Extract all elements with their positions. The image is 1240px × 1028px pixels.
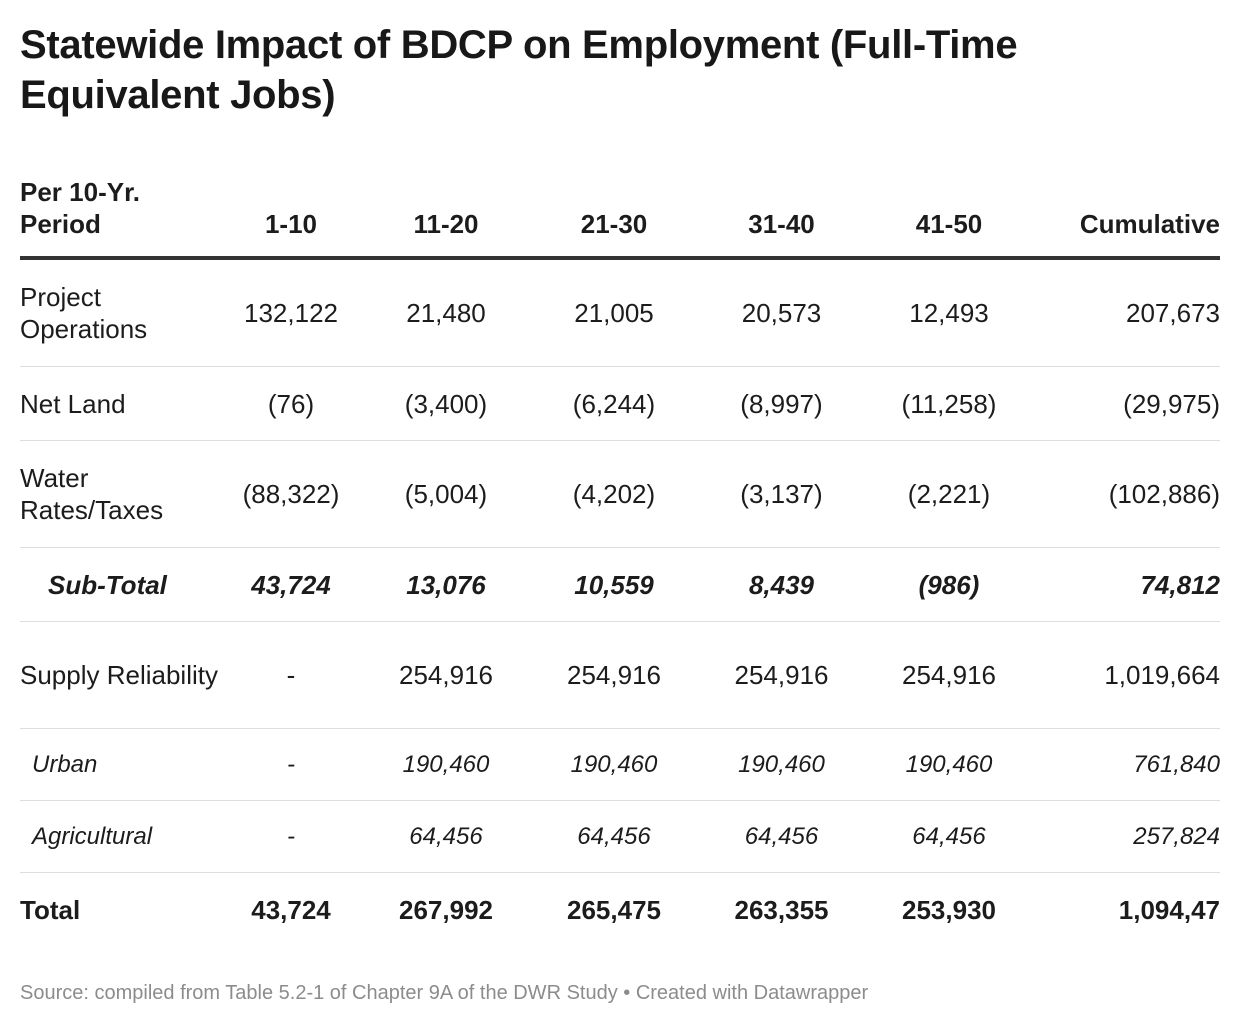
source-note: Source: compiled from Table 5.2-1 of Cha… — [20, 982, 869, 1004]
table-cell: (3,137) — [698, 440, 865, 548]
column-header-cumulative: Cumulative — [1033, 170, 1220, 260]
table-cell: (29,975) — [1033, 366, 1220, 441]
table-cell: 254,916 — [865, 621, 1033, 729]
table-cell: (4,202) — [530, 440, 698, 548]
column-header-1-10: 1-10 — [220, 170, 362, 260]
employment-table: Per 10-Yr. Period 1-10 11-20 21-30 31-40… — [20, 170, 1220, 947]
table-row-agricultural: Agricultural - 64,456 64,456 64,456 64,4… — [20, 800, 1220, 873]
table-cell: 43,724 — [251, 895, 331, 925]
table-cell: 10,559 — [530, 547, 698, 622]
table-cell: 64,456 — [865, 800, 1033, 873]
table-cell: 8,439 — [698, 547, 865, 622]
table-cell: (6,244) — [530, 366, 698, 441]
table-row-supply-reliability: Supply Reliability - 254,916 254,916 254… — [20, 621, 1220, 729]
table-cell: (102,886) — [1033, 440, 1220, 548]
table-cell: (5,004) — [362, 440, 530, 548]
table-cell: - — [220, 621, 362, 729]
table-cell: 761,840 — [1033, 728, 1220, 801]
row-label: Urban — [20, 728, 220, 801]
table-cell: 257,824 — [1033, 800, 1220, 873]
table-cell: 190,460 — [530, 728, 698, 801]
table-cell: 254,916 — [698, 621, 865, 729]
table-cell: 13,076 — [362, 547, 530, 622]
row-label: Supply Reliability — [20, 621, 220, 729]
table-row-project-operations: Project Operations 132,122 21,480 21,005… — [20, 258, 1220, 367]
table-cell: 254,916 — [530, 621, 698, 729]
column-header-21-30: 21-30 — [530, 170, 698, 260]
table-cell: 21,480 — [362, 258, 530, 367]
table-cell: 64,456 — [698, 800, 865, 873]
row-label: Total — [20, 895, 81, 925]
table-cell: 253,930 — [902, 895, 996, 925]
row-label: Water Rates/Taxes — [20, 440, 220, 548]
table-cell: (986) — [865, 547, 1033, 622]
table-cell: 132,122 — [220, 258, 362, 367]
table-cell: - — [220, 728, 362, 801]
chart-container: Statewide Impact of BDCP on Employment (… — [20, 0, 1220, 1004]
table-row-net-land: Net Land (76) (3,400) (6,244) (8,997) (1… — [20, 366, 1220, 441]
table-cell: 207,673 — [1033, 258, 1220, 367]
table-cell: (76) — [220, 366, 362, 441]
table-cell: 64,456 — [530, 800, 698, 873]
column-header-41-50: 41-50 — [865, 170, 1033, 260]
table-row-urban: Urban - 190,460 190,460 190,460 190,460 … — [20, 728, 1220, 801]
table-cell: 20,573 — [698, 258, 865, 367]
table-cell: (88,322) — [220, 440, 362, 548]
header-row: Per 10-Yr. Period 1-10 11-20 21-30 31-40… — [20, 170, 1220, 260]
row-label: Agricultural — [20, 800, 220, 873]
column-header-11-20: 11-20 — [362, 170, 530, 260]
table-cell: 21,005 — [530, 258, 698, 367]
table-cell: 74,812 — [1033, 547, 1220, 622]
table-cell: 1,094,47 — [1118, 895, 1220, 925]
row-label: Sub-Total — [20, 547, 220, 622]
table-cell: 263,355 — [734, 895, 829, 925]
row-label: Net Land — [20, 366, 220, 441]
table-cell: 43,724 — [220, 547, 362, 622]
table-cell: (2,221) — [865, 440, 1033, 548]
table-cell: (3,400) — [362, 366, 530, 441]
table-cell: 254,916 — [362, 621, 530, 729]
chart-title: Statewide Impact of BDCP on Employment (… — [20, 23, 1018, 117]
table-cell: - — [220, 800, 362, 873]
table-cell: 267,992 — [399, 895, 493, 925]
table-cell: 190,460 — [362, 728, 530, 801]
column-header-period: Per 10-Yr. Period — [20, 170, 220, 260]
table-row-total: Total 43,724 267,992 265,475 263,355 253… — [20, 873, 1220, 948]
table-cell: 64,456 — [362, 800, 530, 873]
table-cell: (11,258) — [865, 366, 1033, 441]
table-cell: 265,475 — [567, 895, 661, 925]
table-cell: 1,019,664 — [1033, 621, 1220, 729]
table-cell: 190,460 — [865, 728, 1033, 801]
table-row-sub-total: Sub-Total 43,724 13,076 10,559 8,439 (98… — [20, 547, 1220, 622]
column-header-31-40: 31-40 — [698, 170, 865, 260]
table-cell: 12,493 — [865, 258, 1033, 367]
table-cell: (8,997) — [698, 366, 865, 441]
row-label: Project Operations — [20, 258, 220, 367]
table-row-water-rates-taxes: Water Rates/Taxes (88,322) (5,004) (4,20… — [20, 440, 1220, 548]
table-cell: 190,460 — [698, 728, 865, 801]
